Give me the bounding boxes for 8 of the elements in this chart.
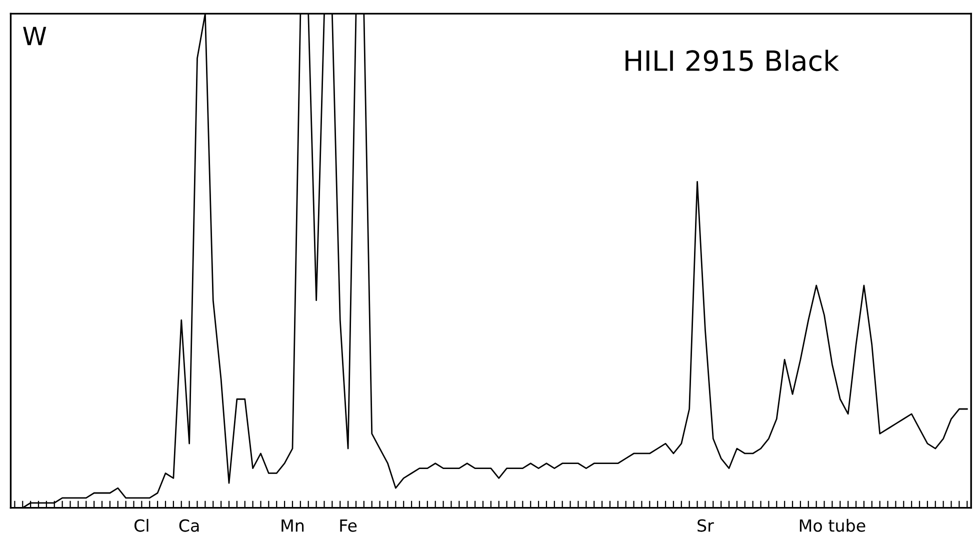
- x-tick-label: Fe: [340, 519, 357, 532]
- x-tick-label: Mn: [282, 519, 304, 532]
- x-tick-label: Ca: [179, 519, 199, 532]
- text: HILI 2915 Black: [626, 50, 840, 72]
- x-tick-label: Cl: [134, 518, 148, 532]
- x-tick-label: Mo tube: [800, 518, 866, 532]
- annotation: W: [23, 26, 46, 46]
- x-tick-label: Sr: [698, 519, 714, 532]
